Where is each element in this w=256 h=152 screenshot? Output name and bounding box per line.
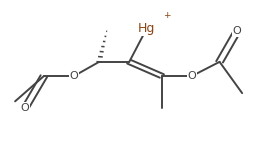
Text: Hg: Hg: [138, 22, 155, 35]
Text: O: O: [233, 26, 241, 36]
Text: O: O: [70, 71, 78, 81]
Text: O: O: [21, 103, 29, 113]
Text: O: O: [188, 71, 196, 81]
Text: +: +: [163, 11, 170, 20]
